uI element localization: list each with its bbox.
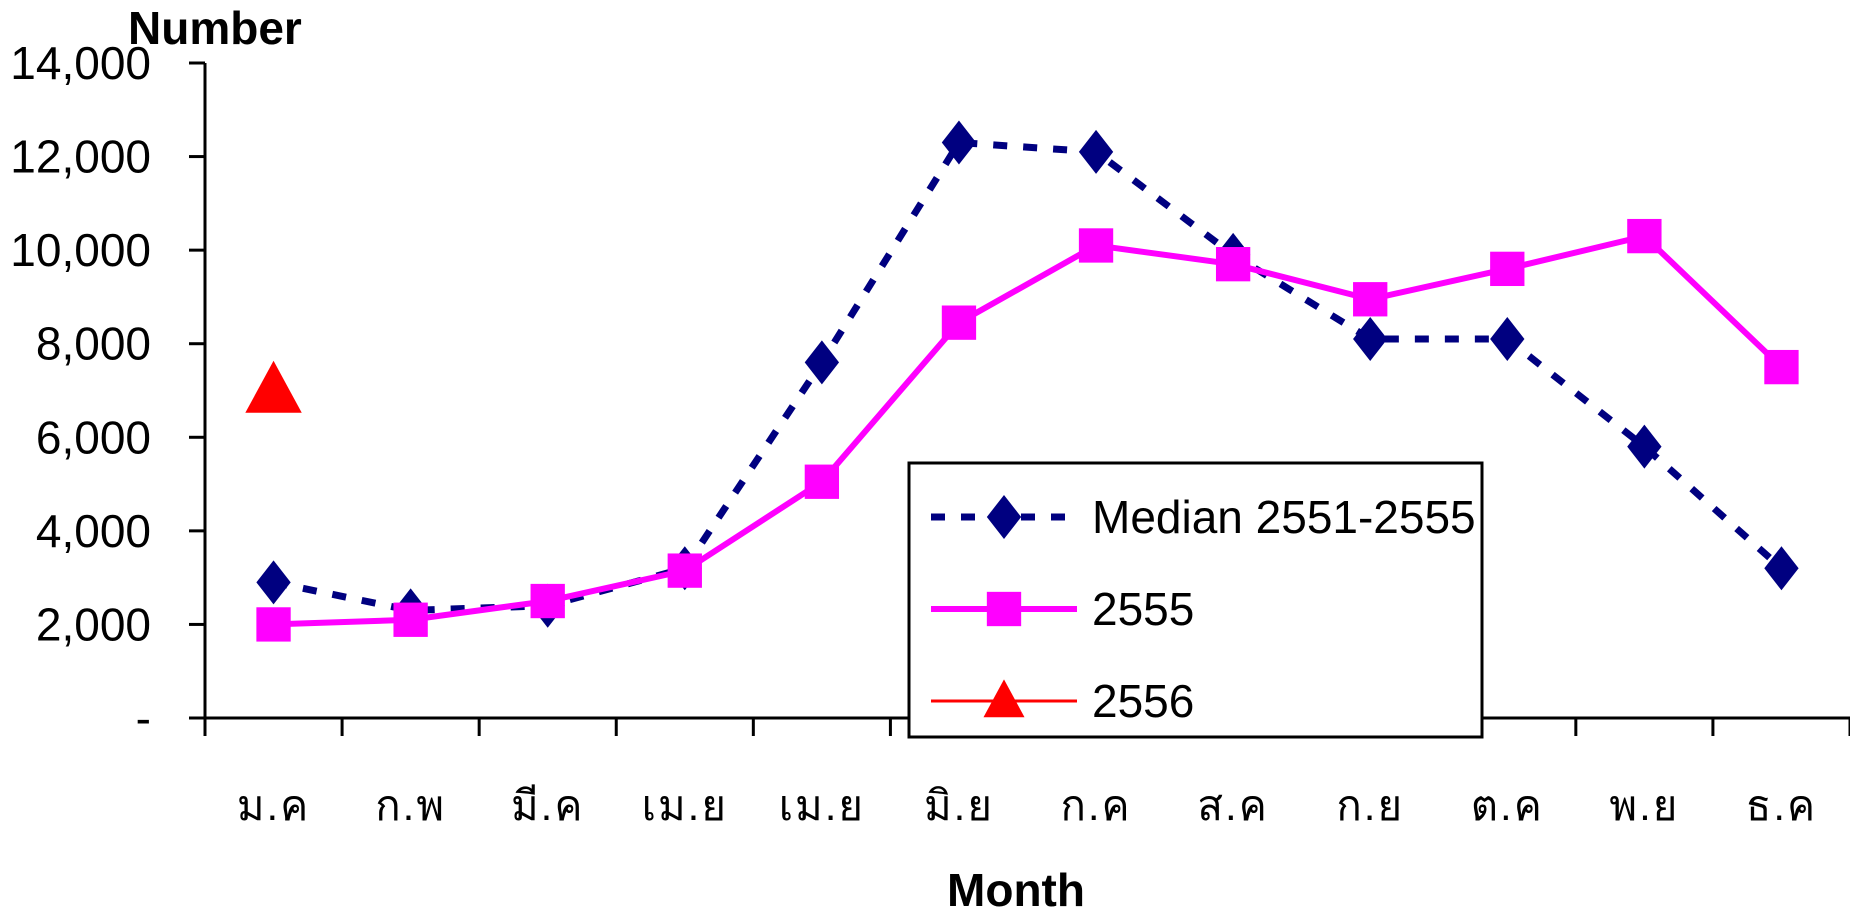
x-tick-label: ก.ค	[1060, 782, 1131, 829]
x-tick-label: ม.ค	[237, 782, 310, 829]
data-point-diamond	[1627, 424, 1662, 469]
y-tick-label: 2,000	[36, 598, 151, 650]
series-2	[256, 218, 1799, 642]
data-point-square	[1764, 349, 1799, 385]
data-point-square	[1215, 247, 1251, 282]
x-tick-label: มี.ค	[511, 782, 584, 829]
series-line	[273, 233, 1784, 628]
x-tick-label: มิ.ย	[924, 782, 994, 829]
x-tick-label: ก.พ	[375, 782, 446, 829]
data-point-square	[256, 607, 291, 642]
y-tick-label: 12,000	[10, 131, 151, 183]
plot-area: -2,0004,0006,0008,00010,00012,00014,000 …	[10, 37, 1850, 829]
y-tick-label: 8,000	[36, 318, 151, 370]
data-point-diamond	[941, 120, 977, 165]
series-3	[245, 360, 302, 413]
series-line	[272, 139, 1784, 614]
x-tick-label: ก.ย	[1336, 782, 1404, 829]
data-point-square	[1627, 218, 1662, 254]
x-tick-label: เม.ย	[642, 782, 728, 829]
x-tick-label: ธ.ค	[1746, 782, 1817, 829]
y-tick-label: 6,000	[36, 411, 151, 463]
data-point-square	[804, 464, 840, 499]
x-tick-label: เม.ย	[779, 782, 865, 829]
legend-label: 2555	[1092, 583, 1194, 635]
data-point-square	[530, 583, 565, 619]
data-point-diamond	[1764, 546, 1799, 591]
data-point-diamond	[1353, 317, 1388, 362]
x-tick-label: พ.ย	[1609, 782, 1679, 829]
data-point-diamond	[1078, 129, 1114, 174]
legend-marker-diamond	[986, 495, 1022, 539]
data-point-diamond	[256, 560, 291, 605]
y-tick-label: 4,000	[36, 505, 151, 557]
legend-label: 2556	[1092, 675, 1194, 727]
x-axis-title: Month	[947, 864, 1085, 916]
legend: Median 2551-2555 2555 2556	[907, 461, 1484, 739]
data-point-square	[393, 602, 428, 637]
data-point-square	[1490, 251, 1525, 287]
series-layer	[245, 120, 1799, 642]
y-axis-title: Number	[128, 2, 302, 54]
legend-marker-square	[986, 591, 1022, 627]
data-point-triangle	[245, 360, 302, 413]
y-tick-label: -	[136, 692, 151, 744]
data-point-diamond	[804, 340, 840, 385]
y-tick-label: 14,000	[10, 37, 151, 89]
x-tick-label: ต.ค	[1471, 782, 1544, 829]
x-ticks: ม.ค ก.พ มี.ค เม.ย เม.ย มิ.ย ก.ค ส.ค ก.ย ต.ค พ.ย ธ.ค	[203, 718, 1850, 829]
legend-marker-triangle	[983, 679, 1025, 718]
data-point-diamond	[1490, 317, 1525, 362]
legend-label: Median 2551-2555	[1092, 491, 1476, 543]
data-point-square	[941, 305, 977, 340]
x-tick-label: ส.ค	[1197, 782, 1268, 829]
y-ticks: - 2,000 4,000 6,000 8,000 10,000 12,000 14,000	[10, 37, 205, 744]
data-point-square	[1078, 228, 1114, 263]
data-point-square	[1353, 282, 1388, 317]
data-point-square	[667, 553, 702, 588]
y-tick-label: 10,000	[10, 224, 151, 276]
